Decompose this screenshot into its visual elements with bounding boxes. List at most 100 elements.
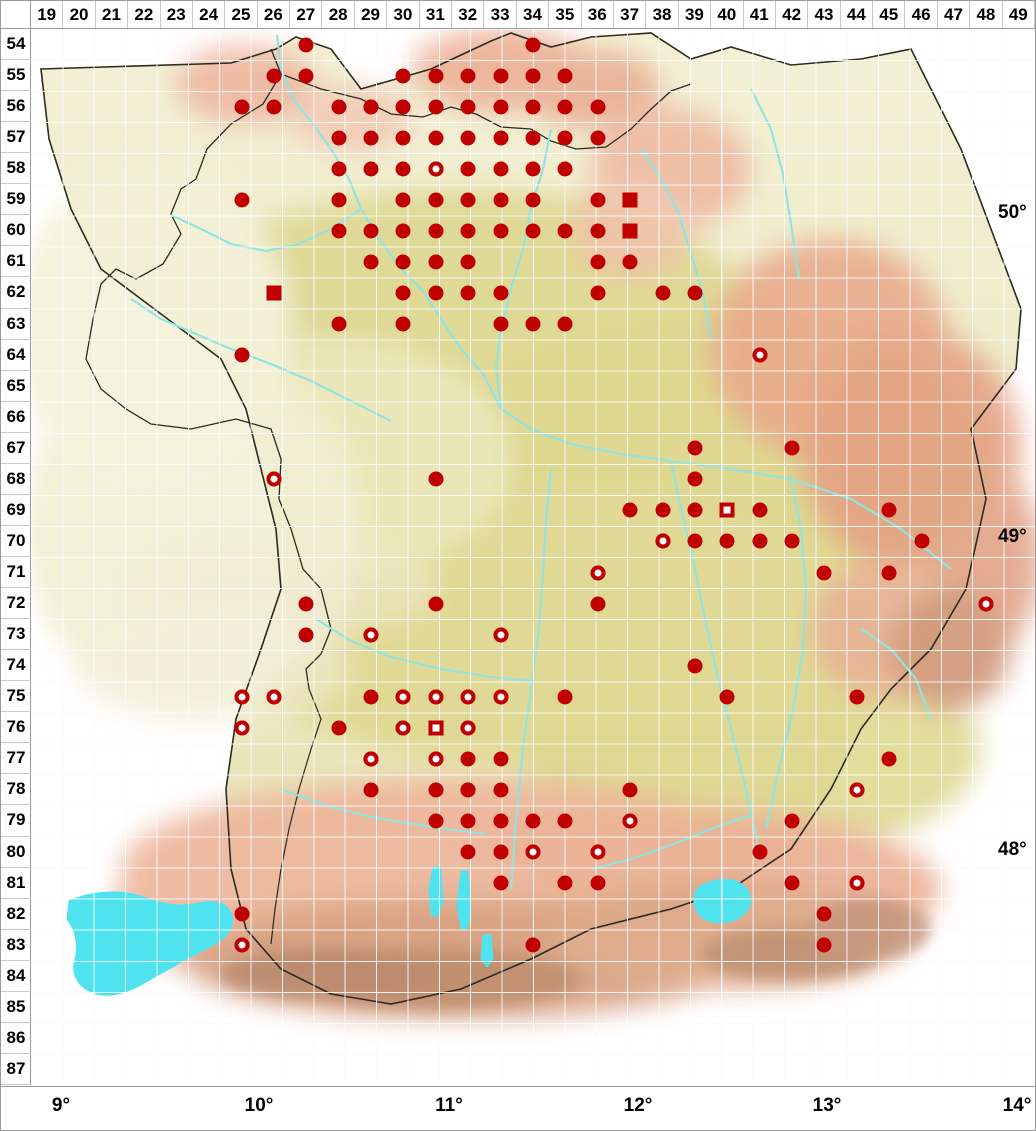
record-marker-open[interactable] [493,627,509,643]
record-marker-dot[interactable] [234,192,250,208]
record-marker-dot[interactable] [590,596,606,612]
record-marker-dot[interactable] [557,223,573,239]
record-marker-dot[interactable] [428,192,444,208]
record-marker-dot[interactable] [881,565,897,581]
record-marker-dot[interactable] [363,223,379,239]
record-marker-dot[interactable] [557,130,573,146]
record-marker-dot[interactable] [557,316,573,332]
record-marker-dot[interactable] [460,782,476,798]
record-marker-dot[interactable] [460,192,476,208]
record-marker-square[interactable] [622,192,638,208]
record-marker-dot[interactable] [816,906,832,922]
record-marker-dot[interactable] [590,875,606,891]
record-marker-dot[interactable] [363,161,379,177]
record-marker-dot[interactable] [331,161,347,177]
record-marker-dot[interactable] [914,533,930,549]
record-marker-square-open[interactable] [719,502,735,518]
record-marker-square[interactable] [266,285,282,301]
record-marker-dot[interactable] [428,99,444,115]
record-marker-dot[interactable] [557,68,573,84]
record-marker-dot[interactable] [557,99,573,115]
record-marker-dot[interactable] [298,37,314,53]
record-marker-dot[interactable] [816,937,832,953]
record-marker-dot[interactable] [428,130,444,146]
record-marker-dot[interactable] [784,813,800,829]
record-marker-dot[interactable] [331,192,347,208]
record-marker-dot[interactable] [557,875,573,891]
record-marker-dot[interactable] [525,937,541,953]
record-marker-open[interactable] [234,720,250,736]
record-marker-dot[interactable] [460,751,476,767]
record-marker-dot[interactable] [493,875,509,891]
record-marker-open[interactable] [428,161,444,177]
record-marker-dot[interactable] [460,254,476,270]
record-marker-dot[interactable] [493,782,509,798]
record-marker-dot[interactable] [687,658,703,674]
record-marker-dot[interactable] [493,316,509,332]
record-marker-open[interactable] [978,596,994,612]
record-marker-dot[interactable] [590,254,606,270]
marker-layer[interactable] [31,29,1035,1085]
record-marker-dot[interactable] [234,347,250,363]
record-marker-dot[interactable] [493,751,509,767]
record-marker-dot[interactable] [331,223,347,239]
record-marker-dot[interactable] [331,99,347,115]
record-marker-dot[interactable] [687,440,703,456]
record-marker-open[interactable] [363,751,379,767]
record-marker-dot[interactable] [395,254,411,270]
record-marker-dot[interactable] [428,813,444,829]
record-marker-open[interactable] [395,720,411,736]
record-marker-dot[interactable] [557,689,573,705]
record-marker-dot[interactable] [493,813,509,829]
record-marker-dot[interactable] [816,565,832,581]
record-marker-dot[interactable] [395,192,411,208]
record-marker-open[interactable] [655,533,671,549]
record-marker-dot[interactable] [525,813,541,829]
record-marker-dot[interactable] [784,533,800,549]
record-marker-open[interactable] [363,627,379,643]
record-marker-dot[interactable] [784,875,800,891]
record-marker-square-open[interactable] [428,720,444,736]
record-marker-dot[interactable] [752,533,768,549]
record-marker-open[interactable] [428,751,444,767]
record-marker-open[interactable] [849,782,865,798]
record-marker-dot[interactable] [428,596,444,612]
record-marker-dot[interactable] [525,161,541,177]
record-marker-dot[interactable] [849,689,865,705]
record-marker-open[interactable] [266,471,282,487]
record-marker-dot[interactable] [622,782,638,798]
record-marker-dot[interactable] [622,254,638,270]
record-marker-dot[interactable] [395,130,411,146]
record-marker-dot[interactable] [493,99,509,115]
record-marker-dot[interactable] [460,223,476,239]
record-marker-dot[interactable] [363,130,379,146]
record-marker-dot[interactable] [266,68,282,84]
record-marker-dot[interactable] [719,533,735,549]
record-marker-dot[interactable] [687,502,703,518]
record-marker-dot[interactable] [557,161,573,177]
record-marker-dot[interactable] [460,130,476,146]
record-marker-open[interactable] [460,720,476,736]
record-marker-dot[interactable] [298,596,314,612]
record-marker-dot[interactable] [331,316,347,332]
map-canvas[interactable] [31,29,1035,1085]
record-marker-dot[interactable] [557,813,573,829]
record-marker-open[interactable] [395,689,411,705]
record-marker-dot[interactable] [460,99,476,115]
record-marker-dot[interactable] [784,440,800,456]
record-marker-dot[interactable] [493,285,509,301]
record-marker-dot[interactable] [493,223,509,239]
record-marker-dot[interactable] [428,223,444,239]
record-marker-dot[interactable] [881,502,897,518]
record-marker-dot[interactable] [363,782,379,798]
record-marker-dot[interactable] [525,68,541,84]
record-marker-dot[interactable] [493,844,509,860]
record-marker-dot[interactable] [234,99,250,115]
record-marker-dot[interactable] [428,68,444,84]
record-marker-dot[interactable] [881,751,897,767]
record-marker-dot[interactable] [234,906,250,922]
record-marker-dot[interactable] [298,627,314,643]
record-marker-dot[interactable] [590,99,606,115]
record-marker-open[interactable] [622,813,638,829]
record-marker-dot[interactable] [395,161,411,177]
